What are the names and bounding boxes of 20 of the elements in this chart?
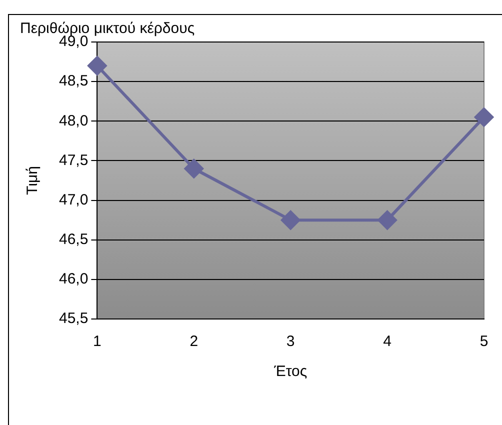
point xyxy=(88,56,107,76)
y-axis-title: Τιμή xyxy=(24,166,42,195)
y-tick-label: 46,0 xyxy=(58,270,88,288)
y-tick-label: 47,0 xyxy=(58,191,88,208)
x-tick-label: 3 xyxy=(286,333,295,350)
point xyxy=(378,210,397,230)
point xyxy=(281,210,300,230)
x-tick-label: 5 xyxy=(480,333,488,350)
chart-title: Περιθώριο μικτού κέρδους xyxy=(20,20,195,38)
x-tick-label: 4 xyxy=(383,333,392,350)
x-tick-label: 2 xyxy=(190,333,198,350)
y-tick-label: 48,5 xyxy=(58,72,88,90)
y-tick-label: 47,5 xyxy=(58,152,88,169)
x-tick-label: 1 xyxy=(93,333,102,350)
y-tick-label: 48,0 xyxy=(58,112,88,130)
y-tick-label: 45,5 xyxy=(58,310,88,328)
y-tick-label: 46,5 xyxy=(58,231,88,248)
point xyxy=(184,159,204,178)
point xyxy=(474,108,494,127)
x-axis-title: Έτος xyxy=(273,363,308,380)
